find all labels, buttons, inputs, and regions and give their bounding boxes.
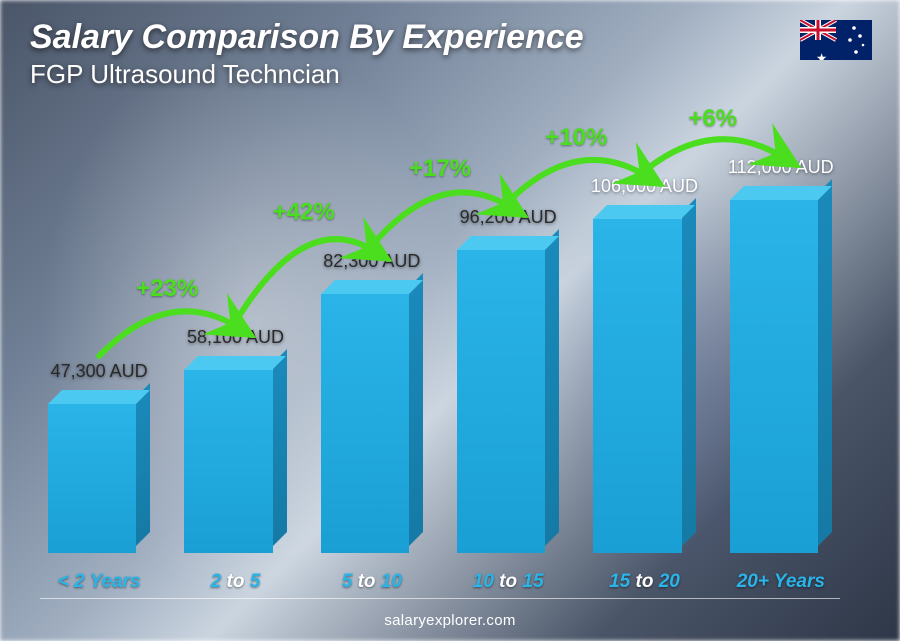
bar [457, 250, 559, 553]
bar-slot: 112,000 AUD [722, 130, 840, 553]
bar [48, 404, 150, 553]
x-axis-label: 15 to 20 [585, 571, 703, 593]
bar-slot: 82,300 AUD [313, 130, 431, 553]
bar-value-label: 112,000 AUD [728, 157, 834, 178]
chart-subtitle: FGP Ultrasound Techncian [30, 59, 584, 90]
bar-value-label: 58,100 AUD [187, 327, 284, 348]
bar [184, 370, 286, 553]
bar-value-label: 96,200 AUD [460, 207, 557, 228]
bar-slot: 58,100 AUD [176, 130, 294, 553]
x-axis-label: 20+ Years [722, 571, 840, 593]
x-axis-labels: < 2 Years 2 to 5 5 to 10 10 to 15 15 to 20 20… [40, 571, 840, 593]
bar-value-label: 82,300 AUD [323, 251, 420, 272]
growth-pct-label: +6% [688, 105, 737, 132]
chart-title: Salary Comparison By Experience [30, 18, 584, 57]
x-axis-label: 2 to 5 [176, 571, 294, 593]
bar [593, 219, 695, 553]
bar-slot: 96,200 AUD [449, 130, 567, 553]
x-axis-label: 10 to 15 [449, 571, 567, 593]
bar-value-label: 47,300 AUD [51, 361, 148, 382]
bar [730, 200, 832, 553]
bar-slot: 47,300 AUD [40, 130, 158, 553]
x-axis-label: < 2 Years [40, 571, 158, 593]
flag-icon [800, 20, 872, 60]
bar-value-label: 106,000 AUD [591, 176, 698, 197]
footer-credit: salaryexplorer.com [0, 612, 900, 629]
bar-slot: 106,000 AUD [585, 130, 703, 553]
x-axis-line [40, 598, 840, 599]
bar-chart: 47,300 AUD 58,100 AUD 82,300 AUD 96,200 AUD… [40, 130, 840, 553]
title-block: Salary Comparison By Experience FGP Ultr… [30, 18, 584, 90]
bar [321, 294, 423, 553]
x-axis-label: 5 to 10 [313, 571, 431, 593]
